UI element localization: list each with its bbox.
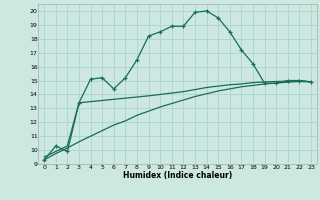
X-axis label: Humidex (Indice chaleur): Humidex (Indice chaleur) [123, 171, 232, 180]
